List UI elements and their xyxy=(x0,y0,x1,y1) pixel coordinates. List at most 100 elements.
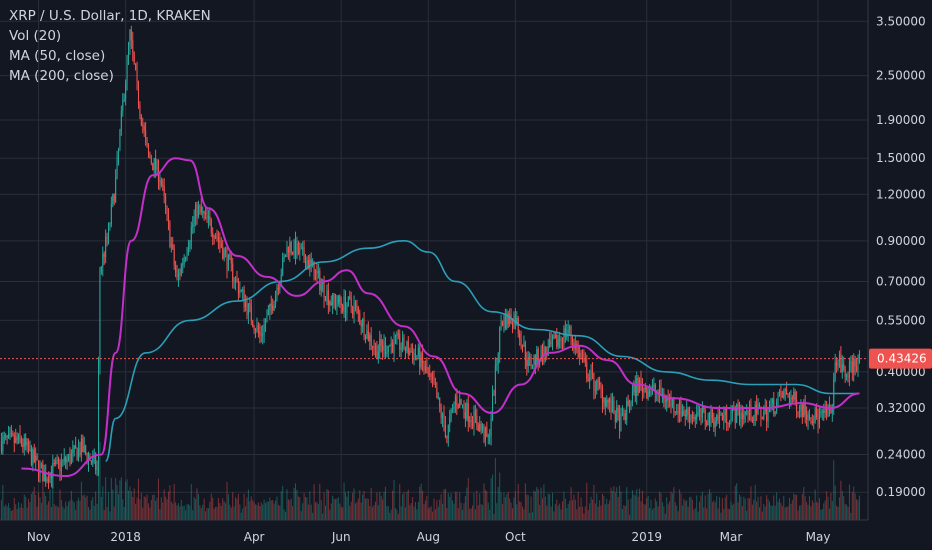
volume-bar xyxy=(389,512,391,520)
volume-bar xyxy=(212,497,214,520)
volume-bar xyxy=(559,503,561,520)
candle-body xyxy=(78,448,80,460)
candle-body xyxy=(303,247,305,260)
volume-bar xyxy=(347,491,349,520)
candle-body xyxy=(379,339,381,352)
candle-body xyxy=(253,326,255,331)
time-tick-label: 2019 xyxy=(631,530,662,544)
legend-title[interactable]: XRP / U.S. Dollar, 1D, KRAKEN xyxy=(9,8,211,24)
candle-body xyxy=(252,320,254,327)
volume-bar xyxy=(96,503,98,520)
candle-body xyxy=(674,411,676,413)
volume-bar xyxy=(240,512,242,520)
candle-body xyxy=(760,407,762,419)
volume-bar xyxy=(260,502,262,520)
volume-bar xyxy=(262,504,264,520)
legend-volume[interactable]: Vol (20) xyxy=(9,28,62,44)
legend-ma200[interactable]: MA (200, close) xyxy=(9,68,114,84)
candle-body xyxy=(526,359,528,367)
time-axis[interactable]: Nov 2018 Apr Jun Aug Oct 2019 Mar May xyxy=(27,530,831,544)
candle-body xyxy=(206,212,208,219)
volume-bar xyxy=(557,505,559,520)
legend-ma50[interactable]: MA (50, close) xyxy=(9,48,106,64)
candle-body xyxy=(477,425,479,432)
candle-body xyxy=(62,460,64,462)
volume-bar xyxy=(610,487,612,520)
volume-bar xyxy=(136,497,138,520)
candle-body xyxy=(63,457,65,461)
volume-bar xyxy=(539,504,541,520)
volume-bar xyxy=(229,504,231,520)
volume-bar xyxy=(452,500,454,520)
candle-body xyxy=(826,407,828,416)
volume-bar xyxy=(93,505,95,520)
volume-bar xyxy=(550,506,552,520)
volume-bar xyxy=(92,496,94,520)
candle-body xyxy=(309,259,311,269)
candle-body xyxy=(117,147,120,158)
volume-bar xyxy=(533,490,535,520)
volume-bar xyxy=(747,498,749,520)
candle-body xyxy=(654,384,656,394)
candle-body xyxy=(594,389,596,391)
candle-body xyxy=(185,256,187,258)
candle-body xyxy=(621,413,623,416)
candle-body xyxy=(342,305,344,312)
candle-body xyxy=(370,335,372,347)
candle-body xyxy=(480,423,482,430)
volume-bar xyxy=(546,505,548,520)
candle-body xyxy=(697,411,699,414)
candle-body xyxy=(496,364,498,366)
volume-bar xyxy=(534,491,536,520)
volume-bar xyxy=(35,495,37,520)
volume-bar xyxy=(230,507,232,520)
candle-body xyxy=(403,337,405,351)
candle-body xyxy=(179,274,181,276)
candle-body xyxy=(730,413,732,423)
candle-body xyxy=(746,410,748,412)
volume-bar xyxy=(322,513,324,520)
volume-bar xyxy=(105,477,107,520)
price-tick-label: 0.55000 xyxy=(876,313,926,327)
candle-body xyxy=(639,379,641,393)
candle-body xyxy=(363,318,365,337)
candle-body xyxy=(781,395,783,398)
candle-body xyxy=(310,259,312,264)
candle-body xyxy=(85,445,87,454)
volume-bar xyxy=(657,506,659,520)
volume-bar xyxy=(590,496,592,520)
candle-body xyxy=(407,341,409,355)
volume-bar xyxy=(393,479,395,520)
candle-body xyxy=(333,293,335,300)
candle-body xyxy=(149,152,151,159)
candle-body xyxy=(596,380,598,390)
candle-body xyxy=(48,478,50,483)
volume-bar xyxy=(213,508,215,520)
candle-body xyxy=(727,422,729,425)
candle-body xyxy=(831,408,833,413)
candle-body xyxy=(316,271,318,274)
volume-bar xyxy=(823,503,825,520)
candle-body xyxy=(469,420,471,422)
volume-bar xyxy=(293,487,295,520)
candle-body xyxy=(265,322,267,325)
volume-bar xyxy=(202,504,204,520)
candle-body xyxy=(209,216,211,221)
volume-bar xyxy=(219,503,221,520)
volume-bar xyxy=(768,501,771,520)
volume-bar xyxy=(56,505,58,520)
candle-body xyxy=(293,240,295,254)
candle-body xyxy=(814,408,816,422)
volume-bar xyxy=(344,492,347,520)
volume-bar xyxy=(824,500,826,520)
volume-bar xyxy=(736,483,738,520)
volume-bar xyxy=(332,495,334,520)
candle-body xyxy=(643,387,645,393)
volume-bar xyxy=(123,506,125,520)
candle-body xyxy=(597,380,599,382)
volume-bar xyxy=(649,508,651,520)
candle-body xyxy=(402,337,404,348)
volume-bar xyxy=(5,504,7,520)
volume-bar xyxy=(73,502,75,520)
